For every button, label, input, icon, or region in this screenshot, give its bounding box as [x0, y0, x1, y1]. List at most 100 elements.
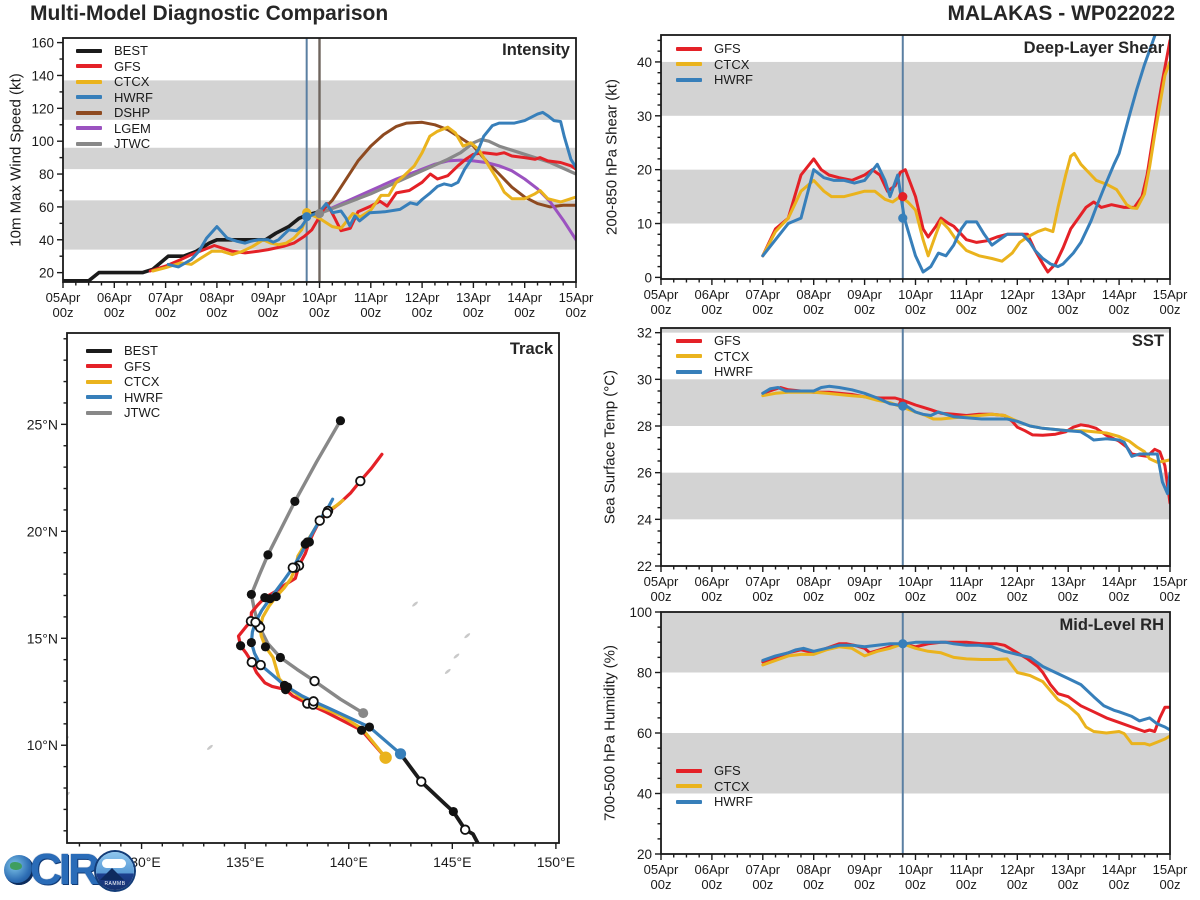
- legend-swatch-hwrf: [676, 77, 702, 82]
- tick-label: 09Apr: [251, 290, 286, 305]
- tick-label: 00z: [258, 305, 279, 320]
- legend-item-gfs: GFS: [86, 360, 163, 374]
- shear-legend: GFS CTCX HWRF: [676, 42, 753, 87]
- tick-label: 10Apr: [898, 862, 933, 877]
- tick-label: 14Apr: [1102, 574, 1137, 589]
- tick-label: 80: [637, 666, 652, 681]
- jtwc-series-line: [317, 137, 576, 216]
- legend-label: CTCX: [714, 56, 750, 72]
- track-fix-open: [246, 657, 257, 668]
- tick-label: 100: [31, 134, 54, 149]
- tick-label: 14Apr: [1102, 862, 1137, 877]
- track-fix-filled: [260, 642, 271, 652]
- tick-label: 40: [39, 233, 54, 248]
- legend-swatch-best: [76, 48, 102, 53]
- legend-label: CTCX: [714, 348, 750, 364]
- tick-label: 00z: [1058, 302, 1079, 317]
- tick-label: 09Apr: [847, 862, 882, 877]
- rh-axes: 05Apr00z06Apr00z07Apr00z08Apr00z09Apr00z…: [629, 605, 1188, 892]
- legend-label: HWRF: [714, 364, 753, 380]
- track-fix-open: [416, 776, 427, 787]
- track-fix-open: [459, 824, 471, 835]
- legend-swatch-best: [86, 348, 112, 353]
- legend-item-gfs: GFS: [676, 764, 753, 778]
- tick-label: 24: [637, 512, 653, 527]
- tick-label: 00z: [514, 305, 535, 320]
- tick-label: 00z: [956, 589, 977, 604]
- tick-label: 00z: [155, 305, 176, 320]
- island-landmass: [67, 736, 69, 742]
- rh-y-axis-label: 700-500 hPa Humidity (%): [601, 645, 619, 821]
- legend-item-ctcx: CTCX: [86, 375, 163, 389]
- island-landmass: [207, 744, 213, 750]
- tick-label: 11Apr: [950, 862, 984, 877]
- tick-label: 30: [637, 372, 652, 387]
- hwrf-series-line: [761, 35, 1157, 274]
- tick-label: 10Apr: [898, 287, 933, 302]
- legend-swatch-ctcx: [676, 784, 702, 789]
- track-panel-title: Track: [509, 340, 553, 358]
- legend-swatch-hwrf: [676, 369, 702, 374]
- shear-panel-title: Deep-Layer Shear: [1023, 39, 1164, 57]
- tick-label: 13Apr: [456, 290, 491, 305]
- legend-swatch-gfs: [86, 364, 112, 369]
- tick-label: 00z: [651, 589, 672, 604]
- legend-swatch-jtwc: [76, 141, 102, 146]
- intensity-panel-title: Intensity: [502, 41, 570, 59]
- cira-rammb-logo: CIRA RAMMB: [4, 846, 134, 898]
- track-fix-filled: [235, 641, 246, 651]
- dshp-series-line: [318, 120, 576, 215]
- page-title: Multi-Model Diagnostic Comparison: [30, 2, 389, 25]
- rh-panel-title: Mid-Level RH: [1059, 616, 1164, 634]
- gfs-series-line: [761, 38, 1170, 274]
- tick-label: 00z: [905, 302, 926, 317]
- hwrf-init-value-dot: [898, 639, 908, 649]
- tick-label: 06Apr: [695, 862, 730, 877]
- shear-y-axis-label: 200-850 hPa Shear (kt): [603, 79, 621, 235]
- tick-label: 28: [637, 419, 652, 434]
- rammb-badge-text: RAMMB: [104, 881, 126, 887]
- legend-label: CTCX: [124, 374, 160, 390]
- ctcx-init-position-dot: [379, 751, 392, 764]
- mountain-icon: [100, 868, 124, 880]
- legend-label: CTCX: [114, 74, 150, 90]
- tick-label: 145°E: [433, 854, 471, 870]
- legend-label: LGEM: [114, 120, 151, 136]
- tick-label: 08Apr: [796, 862, 831, 877]
- track-fix-filled: [279, 680, 290, 690]
- legend-item-ctcx: CTCX: [676, 350, 753, 364]
- legend-item-lgem: LGEM: [76, 122, 153, 136]
- legend-item-hwrf: HWRF: [676, 365, 753, 379]
- tick-label: 09Apr: [847, 574, 882, 589]
- track-fix-filled: [246, 637, 256, 648]
- tick-label: 00z: [104, 305, 125, 320]
- track-fix-filled: [364, 722, 375, 732]
- legend-item-best: BEST: [86, 344, 163, 358]
- legend-swatch-hwrf: [86, 395, 112, 400]
- tick-label: 13Apr: [1051, 574, 1086, 589]
- shear-axes: 05Apr00z06Apr00z07Apr00z08Apr00z09Apr00z…: [637, 39, 1188, 317]
- tick-label: 00z: [752, 589, 773, 604]
- tick-label: 00z: [1109, 302, 1130, 317]
- track-legend: BEST GFS CTCX HWRF JTWC: [86, 344, 163, 420]
- legend-item-ctcx: CTCX: [676, 780, 753, 794]
- tick-label: 00z: [566, 305, 587, 320]
- sst-legend: GFS CTCX HWRF: [676, 334, 753, 379]
- ctcx-series-line: [761, 642, 1170, 747]
- hwrf-init-position-dot: [394, 748, 407, 760]
- tick-label: 15°N: [27, 630, 58, 646]
- tick-label: 20: [637, 847, 652, 862]
- track-fix-open: [287, 562, 299, 573]
- legend-label: HWRF: [714, 72, 753, 88]
- hwrf-init-value-dot: [302, 212, 312, 222]
- tick-label: 06Apr: [695, 287, 730, 302]
- hwrf-init-value-dot: [898, 401, 908, 411]
- legend-swatch-dshp: [76, 110, 102, 115]
- tick-label: 00z: [1058, 589, 1079, 604]
- tick-label: 13Apr: [1051, 862, 1086, 877]
- legend-item-hwrf: HWRF: [86, 391, 163, 405]
- tick-label: 15Apr: [559, 290, 594, 305]
- island-landmass: [453, 653, 460, 659]
- legend-item-ctcx: CTCX: [76, 75, 153, 89]
